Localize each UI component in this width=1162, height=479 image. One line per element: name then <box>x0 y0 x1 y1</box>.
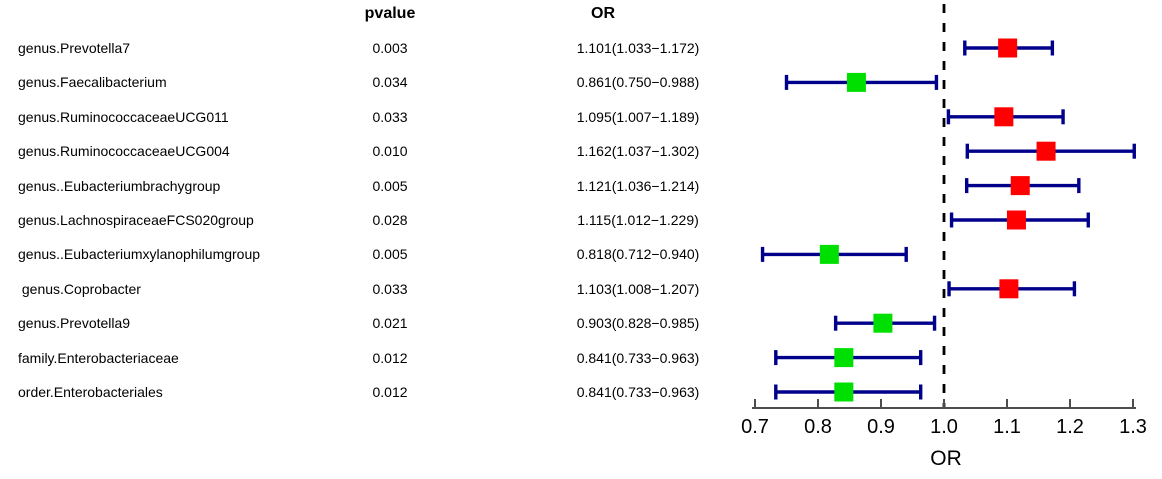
row-label: genus.RuminococcaceaeUCG011 <box>18 108 229 125</box>
row-pvalue: 0.003 <box>372 40 408 56</box>
or-column-header: OR <box>591 5 615 22</box>
row-label: genus.LachnospiraceaeFCS020group <box>18 212 254 228</box>
row-pvalue: 0.033 <box>372 280 408 297</box>
axis-tick-label: 1.2 <box>1056 416 1084 438</box>
row-or-ci: 0.861(0.750−0.988) <box>576 74 700 91</box>
row-pvalue: 0.005 <box>372 246 408 263</box>
row-or-ci: 1.115(1.012−1.229) <box>577 212 699 228</box>
row-label: genus.Coprobacter <box>18 280 141 297</box>
pvalue-column-header: pvalue <box>364 5 416 22</box>
or-point-square <box>834 382 854 402</box>
row-label: genus.Prevotella9 <box>18 315 131 332</box>
row-pvalue: 0.021 <box>372 315 408 332</box>
row-or-ci: 1.101(1.033−1.172) <box>576 40 700 56</box>
row-or-ci: 1.095(1.007−1.189) <box>576 108 700 125</box>
row-or-ci: 0.841(0.733−0.963) <box>576 349 700 366</box>
row-pvalue: 0.028 <box>372 212 408 228</box>
row-or-ci: 0.818(0.712−0.940) <box>576 246 700 263</box>
or-point-square <box>1006 210 1026 230</box>
axis-tick-label: 1.1 <box>993 416 1021 438</box>
axis-tick-label: 1.3 <box>1119 416 1147 438</box>
row-label: genus..Eubacteriumxylanophilumgroup <box>18 246 261 263</box>
or-point-square <box>1036 141 1056 161</box>
row-label: genus.Prevotella7 <box>18 40 131 56</box>
or-point-square <box>1010 176 1030 196</box>
axis-tick-label: 1.0 <box>930 416 958 438</box>
row-pvalue: 0.033 <box>372 108 408 125</box>
row-or-ci: 0.841(0.733−0.963) <box>576 384 700 400</box>
row-pvalue: 0.012 <box>372 349 408 366</box>
row-pvalue: 0.012 <box>372 384 408 400</box>
row-label: family.Enterobacteriaceae <box>18 349 179 366</box>
or-point-square <box>999 279 1019 299</box>
or-point-square <box>873 313 893 333</box>
row-or-ci: 1.162(1.037−1.302) <box>576 143 700 160</box>
or-point-square <box>998 38 1018 58</box>
axis-tick-label: 0.7 <box>741 416 769 438</box>
or-point-square <box>834 348 854 368</box>
row-pvalue: 0.034 <box>372 74 408 91</box>
row-or-ci: 0.903(0.828−0.985) <box>576 315 700 332</box>
row-label: order.Enterobacteriales <box>18 384 163 400</box>
row-pvalue: 0.010 <box>372 143 408 160</box>
row-label: genus.Faecalibacterium <box>18 74 167 91</box>
or-point-square <box>846 72 866 92</box>
row-label: genus.RuminococcaceaeUCG004 <box>18 143 230 160</box>
axis-tick-label: 0.8 <box>804 416 832 438</box>
row-pvalue: 0.005 <box>372 177 408 194</box>
x-axis-title: OR <box>930 447 962 470</box>
axis-tick-label: 0.9 <box>867 416 895 438</box>
row-or-ci: 1.103(1.008−1.207) <box>576 280 700 297</box>
row-or-ci: 1.121(1.036−1.214) <box>576 177 700 194</box>
row-label: genus..Eubacteriumbrachygroup <box>18 177 221 194</box>
or-point-square <box>819 244 839 264</box>
or-point-square <box>994 107 1014 127</box>
